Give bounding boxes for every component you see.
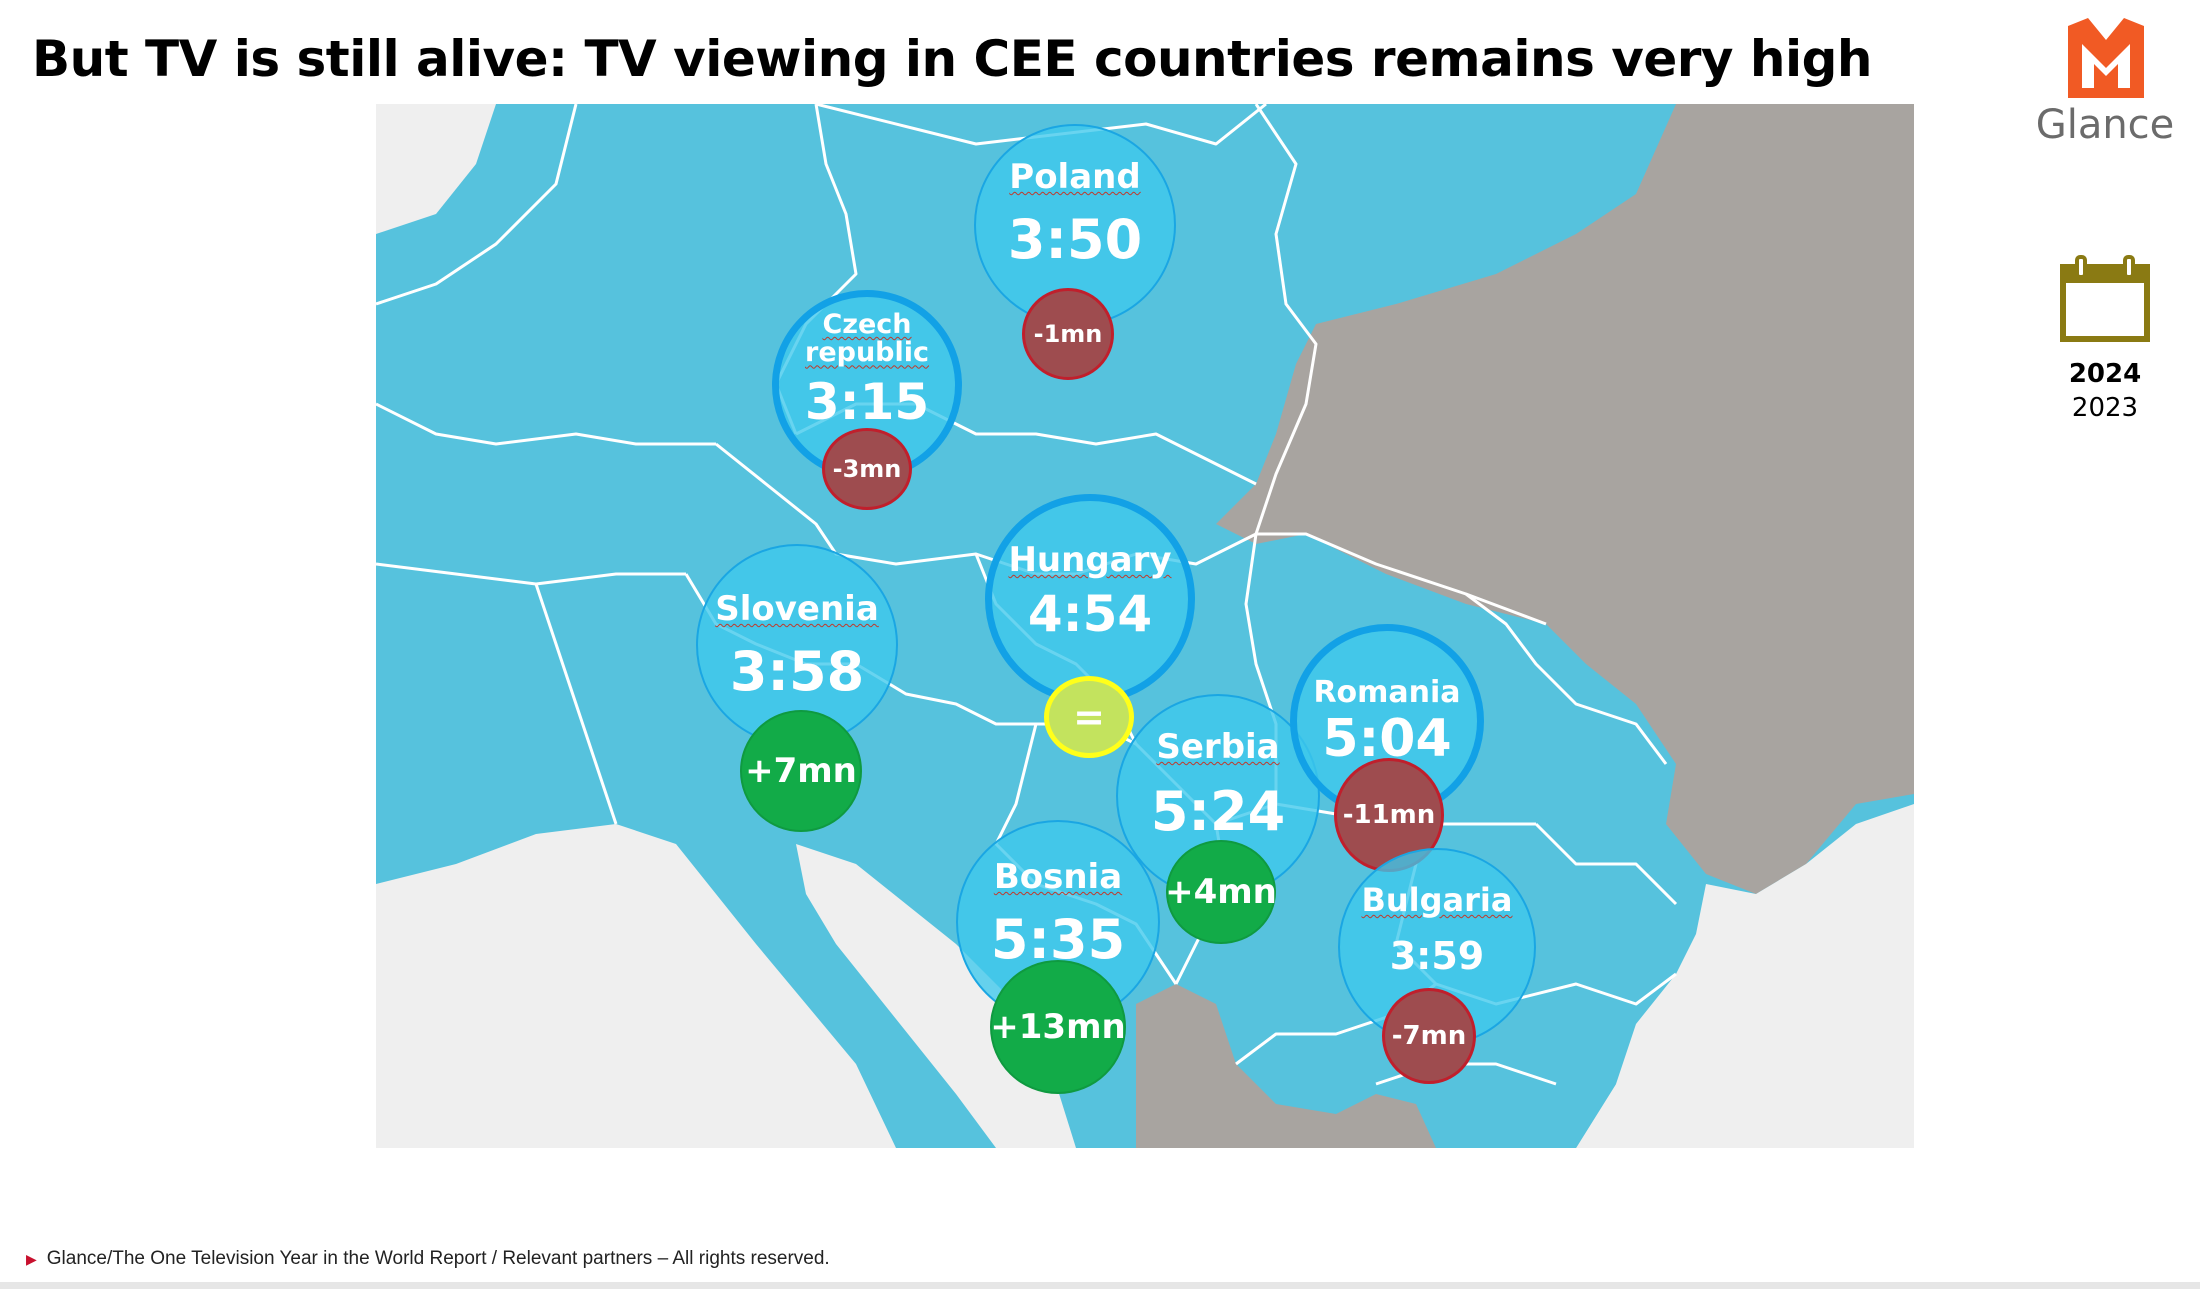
bottom-divider	[0, 1282, 2200, 1289]
legend-year-previous: 2023	[2071, 393, 2139, 423]
change-czech: -3mn	[822, 428, 912, 510]
cee-map: Poland 3:50 -1mn Czech republic 3:15 -3m…	[376, 104, 1914, 1148]
change-slovenia: +7mn	[740, 710, 862, 832]
time-hungary: 4:54	[1027, 585, 1153, 643]
footer-triangle-icon: ▶	[26, 1251, 37, 1267]
footer-source: ▶ Glance/The One Television Year in the W…	[26, 1248, 830, 1270]
legend-year-current: 2024	[2068, 359, 2142, 389]
change-bulgaria: -7mn	[1382, 988, 1476, 1084]
change-bosnia: +13mn	[990, 960, 1126, 1094]
time-poland: 3:50	[1007, 208, 1143, 271]
time-serbia: 5:24	[1150, 780, 1286, 843]
calendar-icon	[2060, 255, 2150, 342]
country-name-hungary: Hungary	[1008, 540, 1172, 580]
footer-text: Glance/The One Television Year in the Wo…	[46, 1248, 830, 1269]
bubble-hungary: Hungary 4:54	[985, 494, 1195, 704]
change-poland: -1mn	[1022, 288, 1114, 380]
country-name-poland: Poland	[1009, 157, 1141, 197]
country-name-slovenia: Slovenia	[715, 589, 879, 629]
page-title: But TV is still alive: TV viewing in CEE…	[32, 30, 1873, 88]
bubble-czech: Czech republic 3:15	[772, 290, 962, 480]
year-legend: 2024 2023	[2050, 255, 2160, 423]
change-hungary: =	[1044, 676, 1134, 758]
time-slovenia: 3:58	[729, 640, 865, 703]
country-name-serbia: Serbia	[1156, 727, 1280, 767]
time-czech: 3:15	[804, 373, 930, 431]
glance-m-icon	[2068, 18, 2144, 98]
time-bulgaria: 3:59	[1389, 934, 1485, 978]
glance-wordmark: Glance	[2035, 102, 2175, 148]
change-serbia: +4mn	[1165, 840, 1277, 944]
country-name-bosnia: Bosnia	[993, 857, 1123, 897]
country-name-czech: Czech republic	[805, 309, 930, 369]
country-name-romania: Romania	[1313, 675, 1461, 710]
bubble-poland: Poland 3:50	[974, 124, 1176, 326]
country-name-bulgaria: Bulgaria	[1361, 881, 1513, 919]
glance-logo: Glance	[2030, 18, 2180, 158]
